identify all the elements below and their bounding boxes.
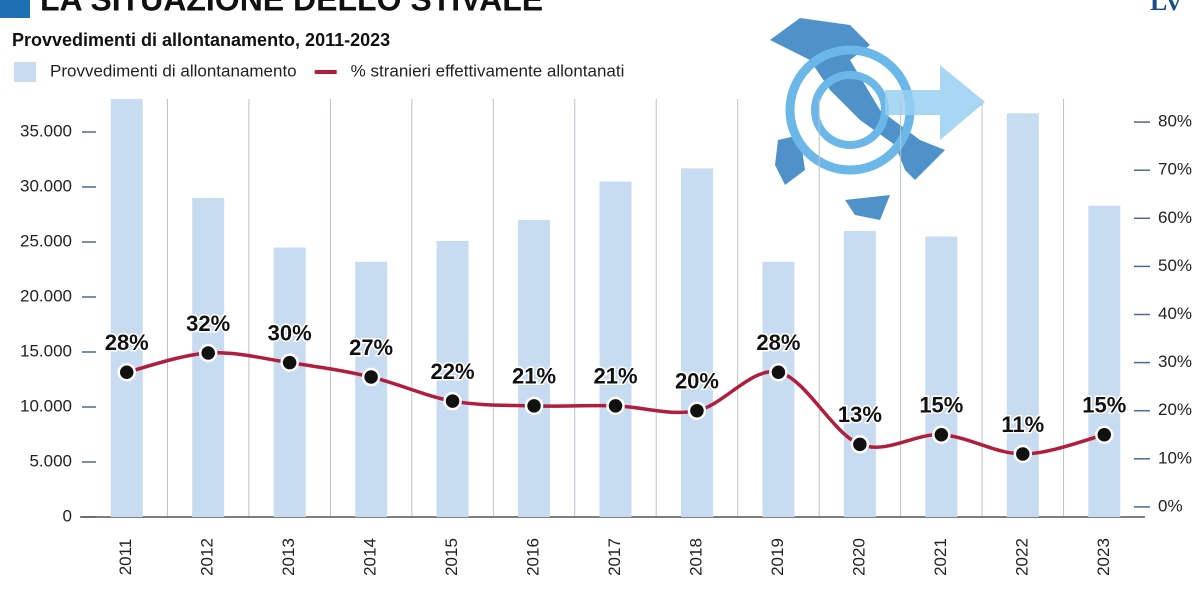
marker (687, 401, 707, 420)
marker (850, 435, 870, 454)
legend-label: % stranieri effettivamente allontanati (351, 61, 625, 80)
x-tick-label: 2023 (1094, 538, 1113, 576)
marker (361, 367, 381, 387)
map-icon (770, 18, 985, 220)
x-tick-label: 2020 (849, 538, 868, 576)
bar (843, 231, 876, 517)
x-tick-label: 2012 (198, 538, 217, 576)
x-tick-label: 2013 (279, 538, 298, 576)
marker (769, 362, 788, 382)
value-label: 22% (431, 359, 475, 384)
y2-tick-label: 10% (1158, 448, 1192, 467)
bar (110, 99, 143, 517)
value-label: 13% (838, 402, 882, 427)
value-label: 28% (756, 330, 800, 355)
legend-label: Provvedimenti di allontanamento (50, 61, 297, 80)
y-tick-label: 35.000 (20, 121, 72, 140)
bar (1088, 205, 1121, 517)
y2-tick-label: 20% (1158, 400, 1192, 419)
x-tick-label: 2022 (1012, 538, 1031, 576)
marker (117, 362, 136, 382)
x-tick-label: 2018 (686, 538, 705, 576)
y2-tick-label: 40% (1158, 304, 1192, 323)
x-tick-label: 2019 (768, 538, 787, 576)
legend-swatch (14, 62, 36, 82)
value-label: 15% (919, 393, 963, 418)
marker (524, 396, 544, 416)
y2-tick-label: 0% (1158, 496, 1183, 515)
y-tick-label: 15.000 (20, 341, 72, 360)
y-tick-label: 20.000 (20, 286, 72, 305)
x-tick-label: 2014 (361, 538, 380, 576)
value-label: 20% (675, 369, 719, 394)
value-label: 30% (268, 320, 312, 345)
bar (762, 261, 795, 517)
marker (198, 343, 218, 363)
marker (1095, 425, 1114, 444)
chart-title: LA SITUAZIONE DELLO STIVALE (40, 0, 543, 17)
value-label: 15% (1082, 393, 1126, 418)
bar (355, 261, 388, 517)
y2-tick-label: 70% (1158, 160, 1192, 179)
x-tick-label: 2015 (442, 538, 461, 576)
y-tick-label: 10.000 (20, 396, 72, 415)
y2-tick-label: 60% (1158, 208, 1192, 227)
chart-subtitle: Provvedimenti di allontanamento, 2011-20… (12, 30, 390, 50)
y2-tick-label: 50% (1158, 256, 1192, 275)
y-tick-label: 5.000 (29, 451, 72, 470)
bar (518, 220, 551, 517)
marker (1013, 444, 1033, 464)
x-tick-label: 2016 (524, 538, 543, 576)
y-tick-label: 30.000 (20, 176, 72, 195)
y-tick-label: 25.000 (20, 231, 72, 250)
y2-tick-label: 30% (1158, 352, 1192, 371)
value-label: 32% (186, 311, 230, 336)
value-label: 28% (105, 330, 149, 355)
logo: Lv (1150, 0, 1180, 16)
value-label: 27% (349, 335, 393, 360)
y2-tick-label: 80% (1158, 112, 1192, 131)
bar (925, 236, 958, 517)
value-label: 11% (1001, 412, 1044, 437)
value-label: 21% (512, 364, 556, 389)
title-marker (0, 0, 30, 18)
bar (680, 168, 713, 517)
marker (443, 391, 462, 411)
bar (273, 247, 306, 517)
bar (436, 240, 469, 517)
x-tick-label: 2021 (931, 538, 950, 576)
marker (280, 353, 299, 372)
x-tick-label: 2011 (116, 539, 135, 576)
marker (932, 425, 951, 444)
y-tick-label: 0 (63, 506, 72, 525)
x-tick-label: 2017 (605, 538, 624, 576)
bar (599, 181, 632, 517)
marker (606, 396, 625, 416)
value-label: 21% (593, 364, 637, 389)
